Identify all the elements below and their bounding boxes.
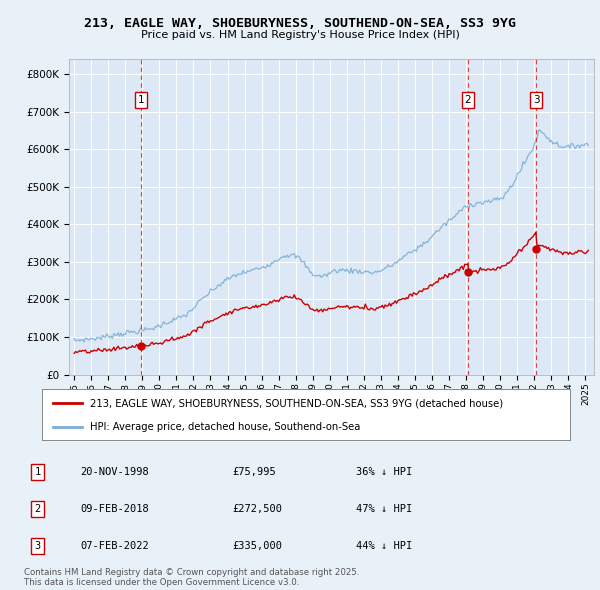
Text: 213, EAGLE WAY, SHOEBURYNESS, SOUTHEND-ON-SEA, SS3 9YG: 213, EAGLE WAY, SHOEBURYNESS, SOUTHEND-O…	[84, 17, 516, 30]
Text: £272,500: £272,500	[232, 504, 283, 514]
Text: 1: 1	[137, 96, 144, 106]
Text: 47% ↓ HPI: 47% ↓ HPI	[356, 504, 413, 514]
Text: 2: 2	[464, 96, 472, 106]
Text: 20-NOV-1998: 20-NOV-1998	[80, 467, 149, 477]
Text: HPI: Average price, detached house, Southend-on-Sea: HPI: Average price, detached house, Sout…	[89, 422, 360, 432]
Text: 36% ↓ HPI: 36% ↓ HPI	[356, 467, 413, 477]
Text: 3: 3	[533, 96, 539, 106]
Text: £335,000: £335,000	[232, 540, 283, 550]
Text: 44% ↓ HPI: 44% ↓ HPI	[356, 540, 413, 550]
Text: £75,995: £75,995	[232, 467, 276, 477]
Text: 2: 2	[35, 504, 41, 514]
Text: 09-FEB-2018: 09-FEB-2018	[80, 504, 149, 514]
Text: 07-FEB-2022: 07-FEB-2022	[80, 540, 149, 550]
Text: Price paid vs. HM Land Registry's House Price Index (HPI): Price paid vs. HM Land Registry's House …	[140, 31, 460, 40]
Text: 213, EAGLE WAY, SHOEBURYNESS, SOUTHEND-ON-SEA, SS3 9YG (detached house): 213, EAGLE WAY, SHOEBURYNESS, SOUTHEND-O…	[89, 398, 503, 408]
Text: 3: 3	[35, 540, 41, 550]
Text: 1: 1	[35, 467, 41, 477]
Text: Contains HM Land Registry data © Crown copyright and database right 2025.
This d: Contains HM Land Registry data © Crown c…	[24, 568, 359, 587]
